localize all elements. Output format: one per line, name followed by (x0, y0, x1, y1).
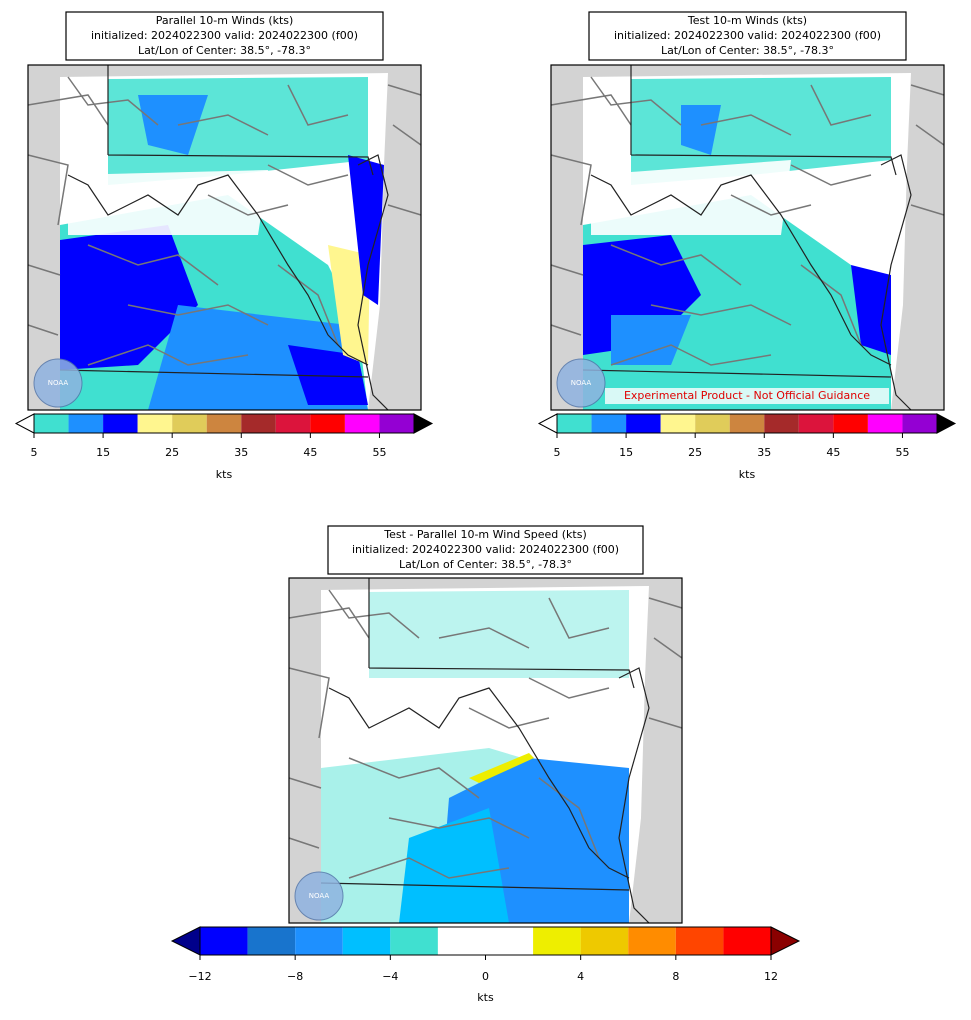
title-line: Lat/Lon of Center: 38.5°, -78.3° (661, 44, 834, 57)
colorbar-over (936, 413, 957, 434)
colorbar-tick-label: 55 (372, 446, 386, 459)
colorbar-segment (626, 414, 661, 433)
colorbar-segment (275, 414, 311, 433)
colorbar-segment (723, 927, 771, 955)
colorbar-tick-label: 12 (764, 970, 778, 983)
colorbar-label: kts (477, 991, 494, 1004)
colorbar-label: kts (739, 468, 756, 481)
colorbar-segment (241, 414, 276, 433)
colorbar-over (770, 926, 801, 956)
title-line: Parallel 10-m Winds (kts) (156, 14, 294, 27)
title-line: Lat/Lon of Center: 38.5°, -78.3° (399, 558, 572, 571)
colorbar-segment (485, 927, 534, 955)
colorbar-tick-label: 15 (96, 446, 110, 459)
colorbar-tick-label: 25 (165, 446, 179, 459)
colorbar-segment (379, 414, 414, 433)
colorbar-over (413, 413, 434, 434)
title-line: initialized: 2024022300 valid: 202402230… (614, 29, 881, 42)
colorbar-segment (295, 927, 343, 955)
colorbar-tick-label: 35 (757, 446, 771, 459)
colorbar-segment (137, 414, 173, 433)
map (550, 64, 945, 411)
colorbar-frame (33, 413, 415, 434)
title-line: initialized: 2024022300 valid: 202402230… (91, 29, 358, 42)
colorbar-under (537, 413, 558, 434)
map (288, 577, 683, 924)
colorbar-segment (103, 414, 138, 433)
colorbar-segment (206, 414, 242, 433)
colorbar-tick-label: 5 (31, 446, 38, 459)
colorbar-segment (68, 414, 104, 433)
title-box (65, 11, 384, 61)
title-line: Test 10-m Winds (kts) (687, 14, 807, 27)
title-line: Lat/Lon of Center: 38.5°, -78.3° (138, 44, 311, 57)
colorbar-segment (729, 414, 765, 433)
colorbar-segment (764, 414, 799, 433)
colorbar-segment (833, 414, 868, 433)
colorbar-segment (902, 414, 937, 433)
colorbar-tick-label: −4 (382, 970, 398, 983)
colorbar-segment (695, 414, 730, 433)
colorbar-segment (580, 927, 629, 955)
colorbar-segment (342, 927, 391, 955)
annotation-bg (605, 388, 889, 404)
colorbar-segment (437, 927, 486, 955)
colorbar-segment (344, 414, 380, 433)
title-box (588, 11, 907, 61)
colorbar-tick-label: 55 (895, 446, 909, 459)
title-box (327, 525, 644, 575)
colorbar-tick-label: 8 (672, 970, 679, 983)
colorbar-tick-label: 4 (577, 970, 584, 983)
colorbar-under (14, 413, 35, 434)
colorbar-segment (798, 414, 834, 433)
colorbar-segment (557, 414, 592, 433)
colorbar-tick-label: 0 (482, 970, 489, 983)
colorbar-segment (591, 414, 627, 433)
colorbar-tick-label: −12 (188, 970, 211, 983)
colorbar-tick-label: 25 (688, 446, 702, 459)
colorbar-tick-label: −8 (287, 970, 303, 983)
colorbar-segment (390, 927, 438, 955)
annotation: Experimental Product - Not Official Guid… (624, 389, 870, 402)
title-line: initialized: 2024022300 valid: 202402230… (352, 543, 619, 556)
colorbar-segment (660, 414, 696, 433)
colorbar-segment (628, 927, 676, 955)
colorbar-segment (34, 414, 69, 433)
colorbar-tick-label: 35 (234, 446, 248, 459)
colorbar-tick-label: 45 (303, 446, 317, 459)
colorbar-segment (172, 414, 207, 433)
colorbar-segment (533, 927, 581, 955)
colorbar-tick-label: 45 (826, 446, 840, 459)
colorbar-label: kts (216, 468, 233, 481)
map (27, 64, 422, 411)
colorbar-under (170, 926, 201, 956)
title-line: Test - Parallel 10-m Wind Speed (kts) (383, 528, 587, 541)
colorbar-segment (867, 414, 903, 433)
colorbar-tick-label: 15 (619, 446, 633, 459)
colorbar-segment (200, 927, 248, 955)
colorbar-segment (675, 927, 724, 955)
colorbar-frame (556, 413, 938, 434)
colorbar-tick-label: 5 (554, 446, 561, 459)
colorbar-segment (310, 414, 345, 433)
colorbar-segment (247, 927, 296, 955)
